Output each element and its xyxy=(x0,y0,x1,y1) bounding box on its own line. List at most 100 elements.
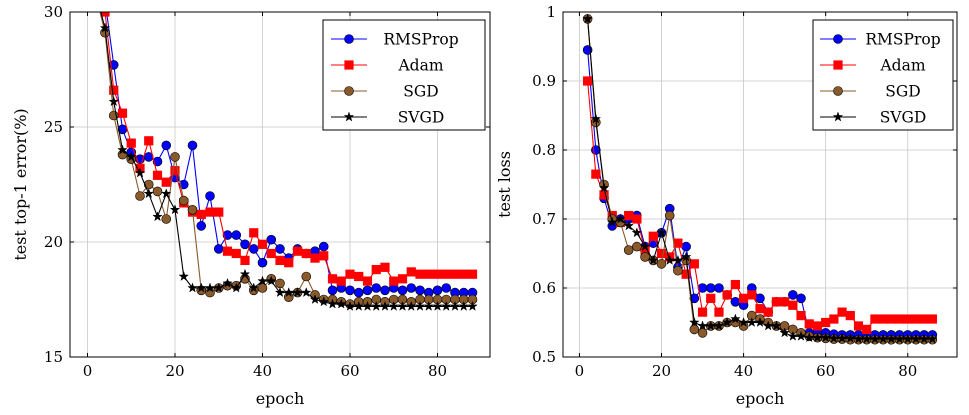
data-point-svgd xyxy=(230,282,242,293)
data-point-adam xyxy=(730,279,740,290)
data-point-rmsprop xyxy=(730,296,741,307)
legend-marker-sgd xyxy=(833,86,843,96)
x-tick-label: 60 xyxy=(340,362,359,380)
legend-marker-rmsprop xyxy=(833,34,843,44)
data-point-adam xyxy=(812,321,823,331)
data-point-adam xyxy=(231,248,241,259)
data-point-svgd xyxy=(292,287,303,298)
y-tick-label: 30 xyxy=(44,3,63,21)
data-point-rmsprop xyxy=(275,244,285,254)
y-tick-label: 0.5 xyxy=(532,348,556,366)
legend-marker-svgd xyxy=(343,111,355,122)
data-point-adam xyxy=(205,207,215,217)
data-point-adam xyxy=(837,307,847,317)
legend-entry-adam: Adam xyxy=(820,57,926,75)
data-point-adam xyxy=(161,177,171,187)
data-point-adam xyxy=(870,314,880,324)
data-point-svgd xyxy=(432,300,443,311)
legend-marker-svgd xyxy=(832,111,844,122)
plot-lines xyxy=(99,12,478,311)
data-point-adam xyxy=(903,314,913,324)
data-point-adam xyxy=(927,314,937,324)
legend-marker-rmsprop xyxy=(833,34,843,44)
data-point-svgd xyxy=(730,313,741,324)
data-point-sgd xyxy=(664,210,675,221)
y-axis-label: test loss xyxy=(495,151,514,218)
data-point-svgd xyxy=(598,182,610,193)
data-point-svgd xyxy=(388,300,400,311)
data-point-adam xyxy=(301,248,311,259)
data-point-svgd xyxy=(844,332,856,343)
data-point-adam xyxy=(673,238,683,248)
data-point-adam xyxy=(310,253,320,263)
y-tick-label: 15 xyxy=(44,348,63,366)
data-point-sgd xyxy=(152,186,163,197)
legend-marker-sgd xyxy=(344,86,354,96)
data-point-svgd xyxy=(108,96,120,107)
data-point-svgd xyxy=(370,300,382,311)
data-point-rmsprop xyxy=(345,285,355,296)
data-point-svgd xyxy=(204,282,216,293)
data-point-adam xyxy=(656,248,667,259)
data-point-sgd xyxy=(135,191,145,201)
data-point-adam xyxy=(738,293,749,303)
data-point-svgd xyxy=(327,298,338,309)
data-point-rmsprop xyxy=(257,257,268,268)
x-tick-label: 40 xyxy=(253,362,272,380)
y-tick-label: 1 xyxy=(546,3,556,21)
legend-entry-rmsprop: RMSProp xyxy=(820,31,941,49)
data-point-adam xyxy=(853,321,864,331)
data-point-adam xyxy=(681,269,691,279)
data-point-adam xyxy=(747,290,757,300)
data-point-adam xyxy=(327,274,338,284)
data-point-svgd xyxy=(134,167,146,178)
data-point-rmsprop xyxy=(187,140,198,151)
data-point-rmsprop xyxy=(432,285,443,296)
data-point-adam xyxy=(821,317,831,328)
data-point-svgd xyxy=(379,300,391,311)
data-point-adam xyxy=(771,297,782,307)
data-point-adam xyxy=(117,108,128,118)
data-point-svgd xyxy=(222,277,233,288)
y-tick-label: 0.6 xyxy=(532,279,556,297)
y-axis-label: test top-1 error(%) xyxy=(11,108,30,260)
data-point-adam xyxy=(424,269,434,279)
data-point-svgd xyxy=(927,333,938,344)
y-tick-label: 0.7 xyxy=(532,210,556,228)
data-point-svgd xyxy=(178,270,190,282)
data-point-svgd xyxy=(656,227,667,238)
data-point-rmsprop xyxy=(266,234,277,245)
data-point-svgd xyxy=(283,287,295,298)
data-point-svgd xyxy=(449,300,461,311)
data-point-adam xyxy=(780,297,790,307)
data-point-adam xyxy=(441,269,451,279)
data-point-adam xyxy=(886,314,896,324)
legend-label-adam: Adam xyxy=(397,57,443,75)
legend-label-adam: Adam xyxy=(879,57,925,75)
data-point-adam xyxy=(257,239,268,249)
x-tick-label: 0 xyxy=(83,362,93,380)
data-point-rmsprop xyxy=(318,241,329,252)
x-axis-label: epoch xyxy=(256,389,305,408)
data-point-adam xyxy=(222,246,233,256)
axes-frame xyxy=(562,11,958,358)
data-point-adam xyxy=(591,169,601,179)
data-point-adam xyxy=(829,314,839,324)
data-point-adam xyxy=(911,314,921,324)
data-point-rmsprop xyxy=(205,191,215,201)
data-point-adam xyxy=(862,324,872,335)
x-tick-label: 80 xyxy=(428,362,447,380)
axes-border xyxy=(69,11,491,358)
y-tick-label: 0.8 xyxy=(532,141,556,159)
legend-entry-svgd: SVGD xyxy=(820,109,926,127)
data-point-svgd xyxy=(187,282,198,293)
data-point-sgd xyxy=(697,328,708,338)
data-point-adam xyxy=(284,258,294,268)
data-point-adam xyxy=(406,267,416,277)
data-point-svgd xyxy=(590,113,602,124)
y-tick-label: 25 xyxy=(44,118,63,136)
data-point-rmsprop xyxy=(681,241,691,252)
data-point-sgd xyxy=(170,152,180,162)
data-point-adam xyxy=(648,231,658,241)
